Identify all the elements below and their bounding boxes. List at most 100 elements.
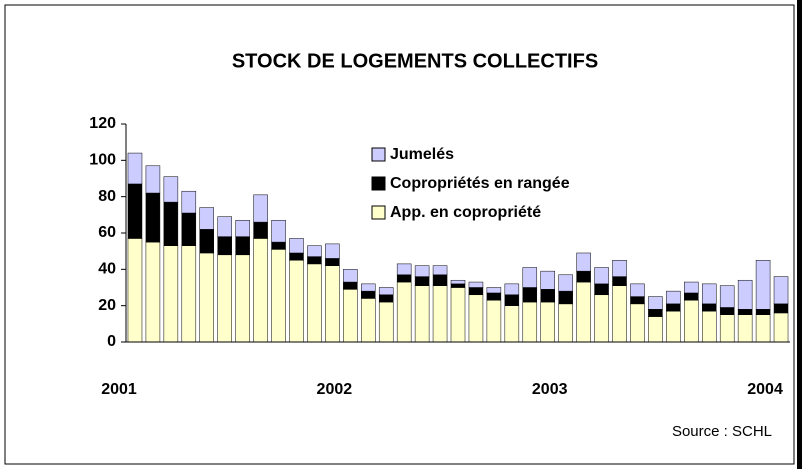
bar-segment: [648, 316, 663, 343]
legend-swatch: [371, 205, 386, 220]
bar-segment: [648, 296, 663, 310]
bar-segment: [719, 307, 735, 316]
bar-segment: [432, 274, 448, 286]
bar-segment: [396, 274, 412, 283]
bar-segment: [432, 285, 448, 343]
bar-segment: [648, 309, 663, 317]
bar-segment: [253, 238, 268, 343]
bar-segment: [576, 281, 591, 343]
bar-segment: [127, 183, 143, 239]
bar-segment: [450, 287, 466, 343]
bar-segment: [145, 165, 161, 194]
bar-segment: [737, 279, 753, 310]
y-tick-label: 100: [89, 152, 116, 169]
bar-segment: [325, 243, 340, 259]
bar-segment: [271, 241, 286, 250]
bar-segment: [504, 305, 520, 343]
chart-title: STOCK DE LOGEMENTS COLLECTIFS: [232, 50, 598, 72]
x-tick-label: 2001: [101, 381, 137, 398]
bar-segment: [361, 298, 376, 343]
bar-segment: [755, 309, 771, 315]
bar-segment: [576, 270, 591, 283]
bar-segment: [181, 245, 197, 343]
y-tick-label: 60: [98, 224, 116, 241]
bar-segment: [684, 292, 699, 301]
bar-segment: [217, 236, 232, 256]
bar-segment: [701, 283, 717, 305]
bar-segment: [737, 309, 753, 315]
bar-segment: [701, 310, 717, 343]
bar-segment: [666, 290, 681, 305]
bar-segment: [719, 285, 735, 308]
bar-segment: [414, 276, 430, 286]
bar-segment: [127, 152, 143, 185]
bar-segment: [163, 245, 179, 343]
bar-segment: [450, 279, 466, 285]
bar-segment: [594, 267, 609, 285]
bar-segment: [773, 312, 789, 343]
bar-segment: [773, 303, 789, 314]
bar-segment: [666, 310, 681, 343]
bar-segment: [755, 260, 771, 310]
bar-segment: [145, 192, 161, 243]
legend-label: Copropriétés en rangée: [390, 175, 570, 192]
bar-segment: [325, 258, 340, 266]
bar-segment: [558, 303, 573, 343]
bar-segment: [145, 241, 161, 343]
y-tick-label: 40: [98, 261, 116, 278]
bar-segment: [217, 254, 232, 343]
bar-segment: [773, 276, 789, 305]
bar-segment: [271, 220, 286, 243]
y-tick-label: 0: [107, 333, 116, 350]
bar-segment: [307, 245, 322, 257]
x-tick-label: 2002: [317, 381, 353, 398]
bar-segment: [378, 287, 394, 296]
bar-segment: [163, 176, 179, 203]
bar-segment: [684, 299, 699, 343]
bar-segment: [289, 260, 304, 343]
source-note: Source : SCHL: [672, 423, 772, 440]
bar-segment: [612, 260, 627, 277]
bar-segment: [504, 294, 520, 306]
bar-segment: [594, 294, 609, 343]
bar-segment: [235, 236, 250, 256]
edge-bar: [797, 0, 802, 469]
bar-segment: [612, 285, 627, 343]
bar-segment: [522, 267, 538, 288]
bar-segment: [396, 263, 412, 276]
bar-segment: [486, 292, 502, 301]
bar-segment: [199, 207, 215, 230]
bar-segment: [271, 249, 286, 343]
bar-segment: [630, 283, 645, 297]
bar-segment: [378, 301, 394, 343]
bar-segment: [468, 294, 484, 343]
bar-segment: [522, 301, 538, 343]
x-tick-label: 2004: [747, 381, 783, 398]
bar-segment: [343, 289, 358, 343]
bar-segment: [414, 285, 430, 343]
bar-segment: [325, 265, 340, 343]
bar-segment: [343, 269, 358, 283]
bar-segment: [199, 229, 215, 254]
bar-segment: [361, 283, 376, 292]
bar-segment: [701, 303, 717, 312]
bar-segment: [737, 314, 753, 343]
bar-segment: [432, 265, 448, 276]
bar-segment: [522, 287, 538, 303]
bar-segment: [235, 220, 250, 237]
bar-segment: [630, 303, 645, 343]
bar-segment: [540, 289, 555, 303]
bar-segment: [558, 290, 573, 305]
bar-segment: [235, 254, 250, 343]
bar-segment: [199, 252, 215, 343]
bar-segment: [361, 290, 376, 299]
bar-segment: [307, 263, 322, 343]
bar-segment: [378, 294, 394, 303]
bar-segment: [540, 270, 555, 290]
bar-segment: [684, 281, 699, 294]
bar-segment: [558, 274, 573, 292]
bar-segment: [666, 303, 681, 312]
bar-segment: [576, 252, 591, 272]
legend-label: App. en copropriété: [390, 204, 541, 221]
